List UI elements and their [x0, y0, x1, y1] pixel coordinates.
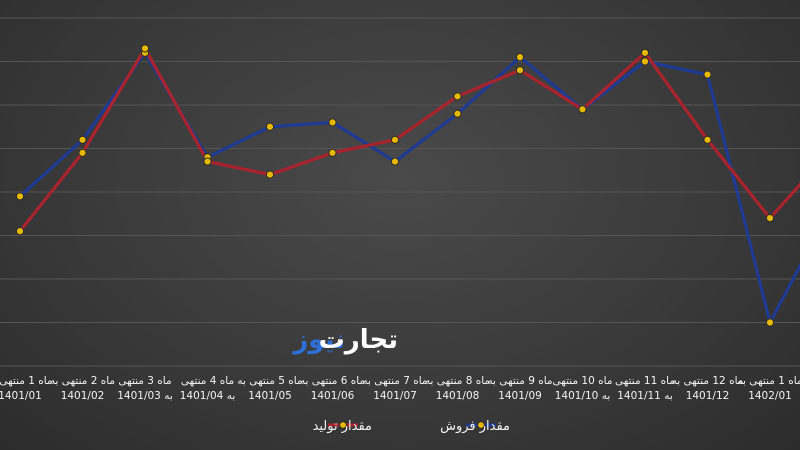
data-points: [15, 44, 775, 327]
x-tick-label: 1401/01: [0, 390, 42, 402]
x-tick-label: ماه 8 منتهی به: [425, 375, 490, 387]
x-tick-label: ماه 5 منتهی به: [237, 375, 302, 387]
x-tick-label: ماه 4 منتهی: [181, 375, 234, 387]
watermark-logo: نیوز تجارت: [291, 325, 398, 355]
x-tick-label: به 1401/10: [555, 390, 611, 402]
watermark-part-1: تجارت: [319, 325, 398, 355]
legend-swatch-marker: [339, 421, 347, 429]
x-tick-label: 1401/02: [61, 390, 105, 402]
data-point-1-9: [578, 105, 587, 114]
gridlines: [0, 17, 800, 367]
data-point-1-10: [640, 48, 650, 57]
data-point-0-8: [515, 53, 525, 62]
data-point-0-4: [265, 122, 275, 131]
x-tick-label: ماه 3 منتهی: [118, 375, 171, 387]
x-tick-label: ماه 6 منتهی به: [300, 375, 365, 387]
x-tick-label: ماه 12 منتهی به: [672, 375, 744, 387]
x-tick-label: به 1401/03: [117, 390, 173, 402]
data-point-1-1: [78, 148, 87, 157]
data-point-0-7: [453, 109, 462, 118]
data-point-1-5: [328, 148, 337, 157]
data-point-0-0: [15, 192, 25, 201]
data-point-1-12: [765, 214, 775, 223]
watermark-part-2: نیوز: [291, 325, 345, 355]
data-point-1-7: [453, 92, 462, 101]
series-lines: [18, 46, 800, 325]
data-point-0-12: [765, 318, 775, 327]
legend: مقدار فروش مقدار تولید: [313, 419, 510, 434]
data-point-0-11: [703, 70, 712, 79]
x-tick-label: 1401/08: [436, 390, 480, 402]
x-tick-label: 1402/01: [748, 390, 792, 402]
x-tick-label: 1401/09: [498, 390, 542, 402]
legend-swatch-marker: [477, 421, 485, 429]
x-tick-label: ماه 2 منتهی به: [50, 375, 115, 387]
x-axis-labels: ماه 1 منتهی به 1401/01 ماه 2 منتهی به 1401/…: [0, 375, 800, 402]
x-tick-label: ماه 9 منتهی به: [487, 375, 552, 387]
x-tick-label: 1401/05: [248, 390, 292, 402]
data-point-0-6: [390, 157, 400, 166]
x-tick-label: ماه 7 منتهی به: [362, 375, 427, 387]
x-tick-label: به 1401/11: [617, 390, 673, 402]
data-point-0-1: [78, 135, 87, 144]
data-point-0-5: [328, 118, 337, 127]
legend-label: مقدار فروش: [440, 419, 510, 434]
data-point-1-3: [203, 157, 212, 166]
x-tick-label: ماه 10 منتهی: [553, 375, 613, 387]
data-point-0-10: [640, 57, 650, 66]
x-tick-label: ماه 1 منتهی به: [737, 375, 800, 387]
x-tick-label: ماه 1 منتهی به: [0, 375, 53, 387]
series-line-0: [18, 51, 800, 325]
legend-label: مقدار تولید: [313, 419, 372, 434]
data-point-1-2: [140, 44, 150, 53]
x-tick-label: 1401/12: [686, 390, 730, 402]
data-point-1-4: [265, 170, 275, 179]
x-tick-label: 1401/07: [373, 390, 417, 402]
x-tick-label: به 1401/04: [180, 390, 236, 402]
data-point-1-11: [703, 135, 712, 144]
x-tick-label: 1401/06: [311, 390, 355, 402]
x-tick-label: ماه 11 منتهی: [615, 375, 675, 387]
data-point-1-0: [15, 227, 25, 236]
data-point-1-8: [515, 66, 525, 75]
data-point-1-6: [390, 135, 400, 144]
series-line-1: [18, 46, 800, 233]
